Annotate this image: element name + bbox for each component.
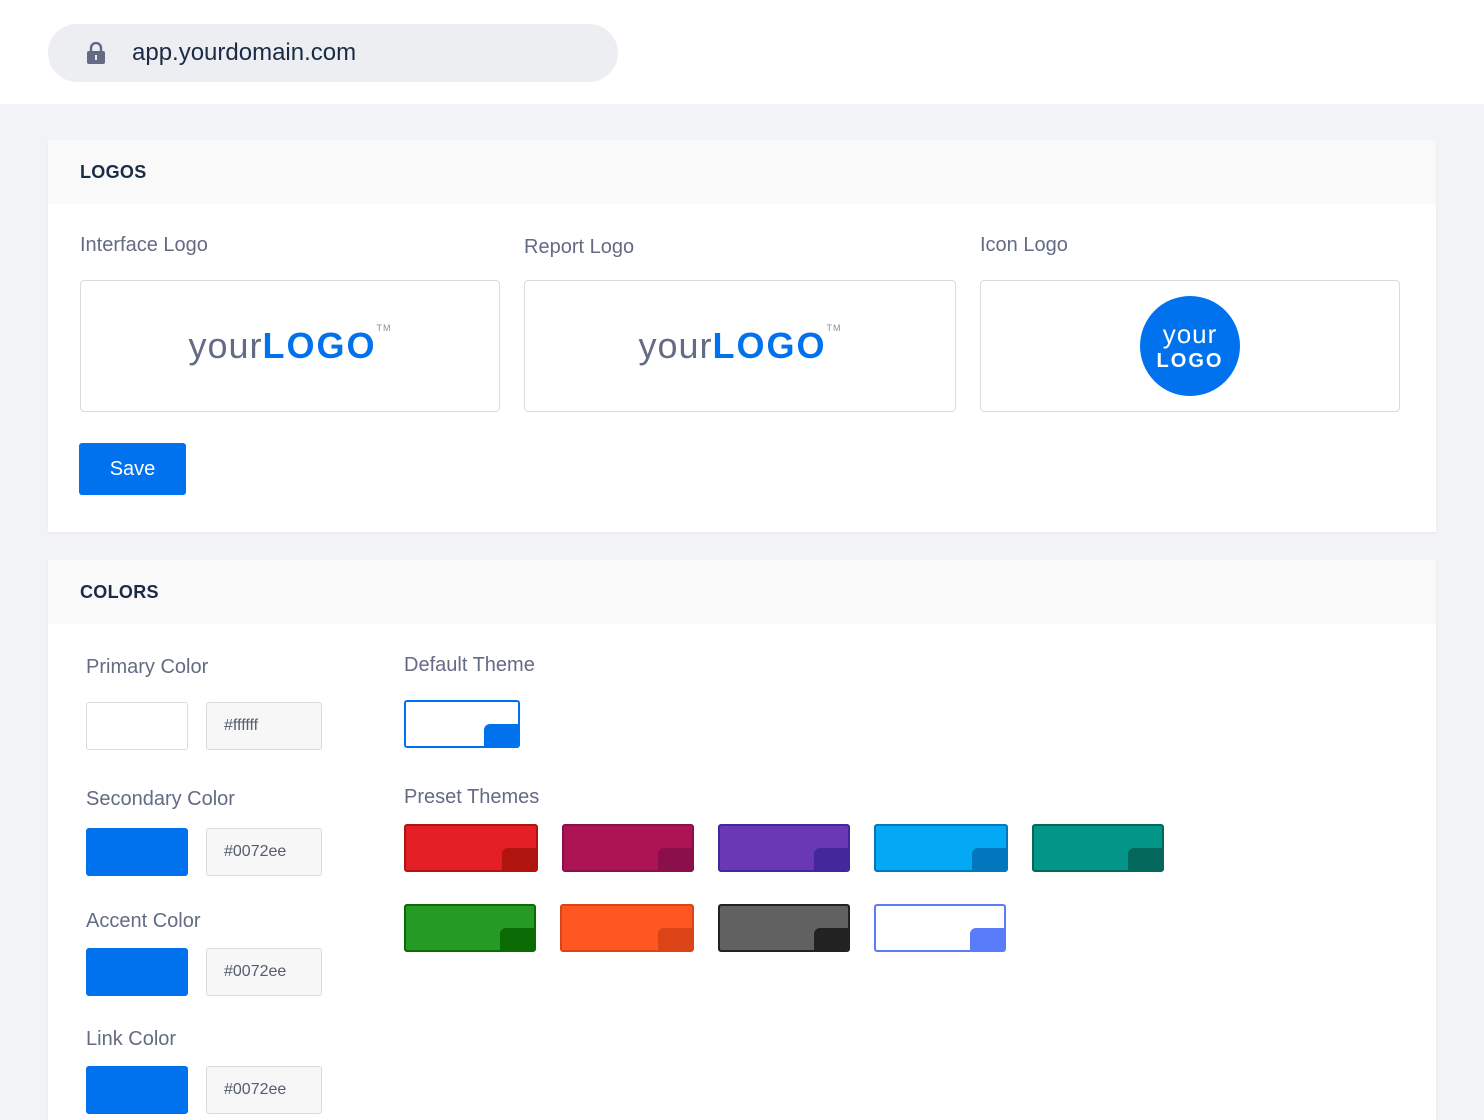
trademark: TM — [826, 323, 842, 333]
url-text: app.yourdomain.com — [132, 39, 357, 66]
accent-color-input[interactable]: #0072ee — [206, 948, 322, 996]
trademark: TM — [376, 323, 392, 333]
preset-theme-swatch[interactable] — [404, 824, 538, 872]
icon-logo-image: your LOGO — [1140, 296, 1240, 396]
lock-icon — [87, 42, 105, 64]
preset-theme-swatch[interactable] — [874, 904, 1006, 952]
theme-corner — [484, 724, 518, 746]
theme-corner — [970, 928, 1004, 950]
secondary-color-swatch[interactable] — [86, 828, 188, 876]
preset-theme-swatch[interactable] — [404, 904, 536, 952]
icon-logo-upload[interactable]: your LOGO — [980, 280, 1400, 412]
preset-theme-swatch[interactable] — [718, 824, 850, 872]
wordmark-your: your — [188, 325, 263, 366]
icon-logo-label: Icon Logo — [980, 234, 1068, 256]
preset-theme-swatch[interactable] — [874, 824, 1008, 872]
logos-card: LOGOS Interface Logo Report Logo Icon Lo… — [48, 140, 1436, 532]
preset-theme-swatch[interactable] — [1032, 824, 1164, 872]
theme-corner — [658, 848, 692, 870]
interface-logo-upload[interactable]: yourLOGOTM — [80, 280, 500, 412]
theme-corner — [972, 848, 1006, 870]
theme-corner — [814, 848, 848, 870]
wordmark-your: your — [638, 325, 713, 366]
colors-card: COLORS Primary Color #ffffff Secondary C… — [48, 560, 1436, 1120]
accent-color-swatch[interactable] — [86, 948, 188, 996]
primary-color-label: Primary Color — [86, 656, 209, 678]
address-bar[interactable]: app.yourdomain.com — [48, 24, 618, 82]
link-color-label: Link Color — [86, 1028, 177, 1050]
report-logo-image: yourLOGOTM — [638, 323, 842, 367]
primary-color-swatch[interactable] — [86, 702, 188, 750]
accent-color-label: Accent Color — [86, 910, 201, 932]
preset-themes-label: Preset Themes — [404, 786, 540, 808]
report-logo-label: Report Logo — [524, 236, 635, 258]
interface-logo-image: yourLOGOTM — [188, 323, 392, 367]
link-color-swatch[interactable] — [86, 1066, 188, 1114]
default-theme-swatch[interactable] — [404, 700, 520, 748]
colors-title: COLORS — [48, 560, 1436, 624]
wordmark-logo: LOGO — [262, 325, 377, 366]
theme-corner — [1128, 848, 1162, 870]
theme-corner — [502, 848, 536, 870]
wordmark-logo: LOGO — [712, 325, 827, 366]
theme-corner — [814, 928, 848, 950]
preset-theme-swatch[interactable] — [560, 904, 694, 952]
default-theme-label: Default Theme — [404, 654, 535, 676]
secondary-color-label: Secondary Color — [86, 788, 235, 810]
save-button[interactable]: Save — [79, 443, 186, 495]
theme-corner — [500, 928, 534, 950]
interface-logo-label: Interface Logo — [80, 234, 208, 256]
report-logo-upload[interactable]: yourLOGOTM — [524, 280, 956, 412]
logos-title: LOGOS — [48, 140, 1436, 204]
icon-logo-your: your — [1162, 319, 1218, 349]
theme-corner — [658, 928, 692, 950]
link-color-input[interactable]: #0072ee — [206, 1066, 322, 1114]
browser-bar: app.yourdomain.com — [0, 0, 1484, 104]
preset-theme-swatch[interactable] — [718, 904, 850, 952]
secondary-color-input[interactable]: #0072ee — [206, 828, 322, 876]
primary-color-input[interactable]: #ffffff — [206, 702, 322, 750]
preset-theme-swatch[interactable] — [562, 824, 694, 872]
icon-logo-logo: LOGO — [1156, 350, 1224, 372]
